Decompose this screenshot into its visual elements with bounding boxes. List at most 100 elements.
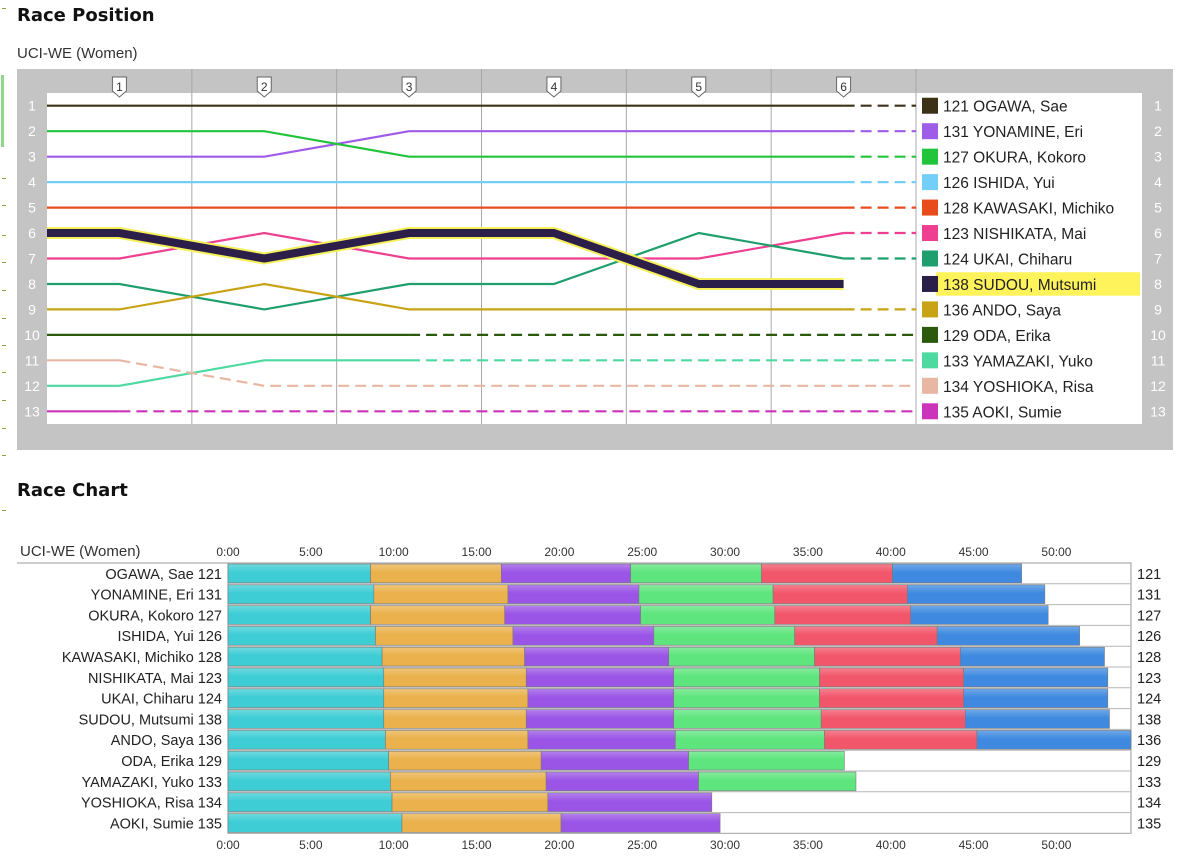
rider-label: NISHIKATA, Mai 123 — [88, 671, 222, 687]
position-label-left: 2 — [28, 123, 36, 139]
legend-entry: 134 YOSHIOKA, Risa — [943, 379, 1094, 396]
position-label-left: 10 — [24, 327, 40, 343]
edge-tick — [2, 262, 6, 263]
lap-segment-3 — [547, 792, 713, 812]
legend-entry: 121 OGAWA, Sae — [943, 99, 1068, 116]
series-line-138 — [47, 227, 844, 290]
series-line-134 — [47, 359, 916, 387]
lap-segment-4 — [688, 750, 845, 771]
position-label-left: 12 — [24, 378, 40, 394]
lap-segment-6 — [892, 563, 1022, 584]
rider-label: ODA, Erika 129 — [121, 754, 222, 770]
lap-segment-2 — [388, 750, 542, 771]
lap-segment-1 — [227, 605, 371, 625]
rider-label: SUDOU, Mutsumi 138 — [79, 712, 222, 728]
lap-segment-1 — [227, 688, 385, 708]
position-label-right: 2 — [1154, 123, 1162, 139]
lap-segment-1 — [227, 730, 386, 750]
lap-segment-3 — [512, 626, 655, 646]
legend-highlight — [936, 272, 1140, 296]
edge-tick — [2, 510, 6, 511]
race-row-131: YONAMINE, Eri 131 131 — [91, 584, 1161, 606]
race-row-134: YOSHIOKA, Risa 134 134 — [81, 792, 1161, 814]
legend-swatch — [922, 250, 938, 267]
position-label-right: 6 — [1154, 225, 1162, 241]
lap-segment-2 — [375, 626, 514, 646]
lap-marker-label: 1 — [116, 80, 123, 94]
position-label-left: 11 — [25, 352, 40, 368]
lap-segment-1 — [227, 771, 391, 792]
position-label-right: 9 — [1154, 301, 1162, 317]
race-row-129: ODA, Erika 129 129 — [121, 750, 1161, 772]
lap-segment-5 — [819, 667, 964, 688]
edge-tick — [2, 178, 6, 179]
legend-area — [916, 93, 1142, 424]
lap-segment-3 — [507, 584, 640, 604]
lap-segment-1 — [227, 709, 385, 729]
legend-swatch — [922, 326, 938, 343]
position-label-right: 4 — [1154, 174, 1162, 190]
lap-segment-3 — [527, 730, 676, 750]
lap-segment-5 — [814, 646, 961, 667]
position-label-right: 10 — [1150, 327, 1166, 343]
race-row-133: YAMAZAKI, Yuko 133 133 — [81, 771, 1161, 793]
lap-segment-3 — [560, 813, 721, 833]
lap-segment-4 — [675, 730, 825, 750]
lap-segment-4 — [673, 709, 822, 729]
x-tick-label-top: 50:00 — [1041, 545, 1071, 559]
lap-segment-3 — [504, 605, 641, 625]
series-path — [47, 231, 844, 260]
legend-swatch — [922, 301, 938, 318]
lap-marker-shape — [111, 76, 127, 98]
x-tick-label-top: 25:00 — [627, 545, 657, 559]
lap-segment-5 — [819, 688, 964, 708]
race-row-135: AOKI, Sumie 135 135 — [110, 813, 1161, 834]
legend-entry: 135 AOKI, Sumie — [943, 404, 1062, 421]
series-line-127 — [47, 130, 916, 158]
position-label-left: 6 — [28, 225, 36, 241]
race-row-136: ANDO, Saya 136 136 — [111, 730, 1161, 751]
lap-marker-6: 6 — [836, 76, 852, 98]
edge-tick — [2, 318, 6, 319]
x-tick-label-top: 40:00 — [876, 545, 906, 559]
lap-marker-1: 1 — [111, 76, 127, 98]
lap-segment-1 — [227, 646, 383, 667]
lap-marker-label: 4 — [551, 80, 558, 94]
legend-entry: 138 SUDOU, Mutsumi — [943, 277, 1096, 294]
lap-segment-2 — [383, 667, 527, 688]
lap-segment-6 — [907, 584, 1046, 604]
lap-segment-5 — [794, 626, 938, 646]
lap-segment-4 — [673, 667, 820, 688]
series-line-123 — [47, 231, 916, 260]
position-label-right: 12 — [1150, 378, 1166, 394]
rider-label: YOSHIOKA, Risa 134 — [81, 796, 222, 812]
lap-segment-4 — [640, 605, 776, 625]
lap-segment-2 — [390, 771, 547, 792]
bib-label: 135 — [1137, 816, 1161, 832]
x-tick-label-bottom: 50:00 — [1041, 838, 1071, 852]
lap-segment-5 — [774, 605, 911, 625]
edge-tick — [2, 372, 6, 373]
series-line-131 — [47, 130, 916, 158]
lap-segment-3 — [545, 771, 699, 792]
bib-label: 136 — [1137, 733, 1161, 749]
lap-marker-shape — [401, 76, 417, 98]
legend-entry: 127 OKURA, Kokoro — [943, 150, 1086, 167]
rider-label: AOKI, Sumie 135 — [110, 816, 222, 832]
lap-marker-5: 5 — [691, 76, 707, 98]
edge-tick — [2, 428, 6, 429]
lap-segment-2 — [385, 730, 529, 750]
lap-segment-3 — [524, 646, 670, 667]
legend-entry: 131 YONAMINE, Eri — [943, 124, 1083, 141]
lap-segment-2 — [370, 563, 502, 584]
position-label-right: 8 — [1154, 276, 1162, 292]
edge-tick — [2, 290, 6, 291]
lap-segment-5 — [824, 730, 978, 750]
lap-segment-2 — [401, 813, 562, 833]
legend-entry: 124 UKAI, Chiharu — [943, 252, 1072, 269]
lap-marker-shape — [691, 76, 707, 98]
rider-label: YAMAZAKI, Yuko 133 — [81, 775, 222, 791]
rider-label: OGAWA, Sae 121 — [105, 567, 222, 583]
position-label-right: 5 — [1154, 200, 1162, 216]
lap-segment-5 — [820, 709, 966, 729]
